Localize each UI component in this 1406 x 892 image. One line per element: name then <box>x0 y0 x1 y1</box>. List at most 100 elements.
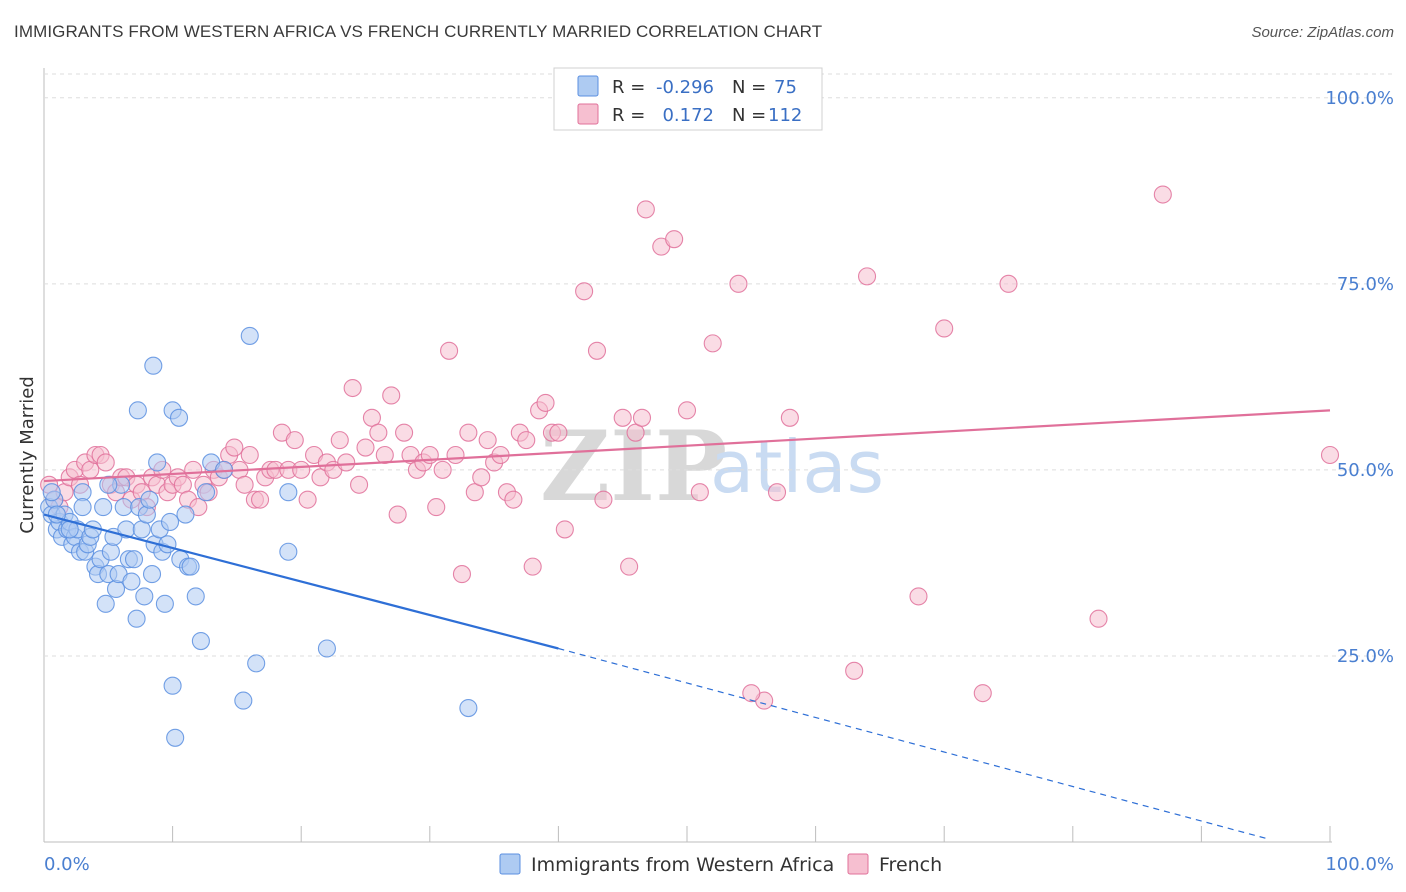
data-point-western-africa <box>106 579 126 599</box>
legend-n-label-wa: N = <box>732 77 766 98</box>
series-legend: Immigrants from Western Africa French <box>499 853 942 876</box>
data-point-western-africa <box>73 498 92 517</box>
data-point-french <box>780 408 799 427</box>
data-point-western-africa <box>160 512 180 532</box>
data-point-french <box>433 460 452 479</box>
data-point-french <box>472 468 491 487</box>
data-point-french <box>909 587 928 606</box>
data-point-french <box>935 319 954 338</box>
bottom-legend-swatch-french <box>847 853 869 875</box>
stats-legend-box <box>553 67 823 131</box>
y-axis-label: Currently Married <box>17 376 38 534</box>
data-point-french <box>587 341 607 360</box>
data-point-french <box>536 393 555 412</box>
trend-line-western-africa <box>43 513 559 650</box>
data-point-french <box>594 490 613 509</box>
data-point-french <box>382 386 401 405</box>
data-point-french <box>636 200 655 219</box>
data-point-french <box>517 431 536 450</box>
data-point-french <box>465 483 484 502</box>
data-point-french <box>440 341 459 360</box>
data-point-western-africa <box>99 475 118 494</box>
data-point-french <box>427 498 446 517</box>
data-point-western-africa <box>135 587 154 606</box>
stats-legend: R = -0.296 N = 75 R = 0.172 N = 112 <box>553 67 823 131</box>
source-credit: Source: ZipAtlas.com <box>1251 24 1394 41</box>
data-point-french <box>240 445 259 465</box>
data-point-western-africa <box>128 401 147 420</box>
data-point-french <box>523 557 542 576</box>
data-point-french <box>665 230 684 249</box>
data-point-french <box>388 505 407 524</box>
data-point-french <box>184 460 203 479</box>
data-point-western-africa <box>114 498 133 517</box>
legend-n-label-fr: N = <box>732 105 766 126</box>
data-point-western-africa <box>127 609 146 628</box>
data-point-french <box>250 490 270 509</box>
data-point-western-africa <box>279 483 298 502</box>
data-point-western-africa <box>144 356 163 375</box>
data-point-western-africa <box>148 453 167 472</box>
data-point-french <box>1153 185 1172 204</box>
data-point-western-africa <box>155 594 174 613</box>
x-tick-label-min: 0.0% <box>44 854 90 875</box>
data-point-western-africa <box>191 632 210 651</box>
y-tick-label: 75.0% <box>1337 274 1394 295</box>
data-point-french <box>729 274 748 293</box>
legend-n-value-wa: 75 <box>774 77 797 98</box>
legend-n-value-fr: 112 <box>768 105 802 126</box>
grid-lines <box>44 73 1392 657</box>
data-point-french <box>1089 609 1108 628</box>
data-point-french <box>613 408 632 427</box>
data-point-french <box>225 438 244 457</box>
data-point-western-africa <box>279 542 298 561</box>
data-point-french <box>549 423 568 442</box>
legend-r-label-wa: R = <box>612 77 645 98</box>
data-point-french <box>857 267 877 286</box>
data-point-french <box>973 684 992 703</box>
data-point-western-africa <box>240 326 259 345</box>
watermark: ZIP atlas <box>540 410 884 523</box>
data-point-western-africa <box>96 594 115 613</box>
data-point-french <box>478 431 497 450</box>
watermark-atlas: atlas <box>710 425 884 509</box>
bottom-legend-label-french: French <box>879 854 942 876</box>
data-point-french <box>369 423 388 442</box>
y-tick-label: 50.0% <box>1337 460 1394 481</box>
data-point-french <box>845 661 864 680</box>
y-tick-label: 25.0% <box>1337 646 1394 667</box>
data-point-western-africa <box>186 587 205 606</box>
data-point-french <box>459 423 478 442</box>
data-point-french <box>767 483 787 502</box>
data-point-western-africa <box>181 557 200 576</box>
data-point-french <box>362 408 381 427</box>
legend-swatch-western-africa <box>577 75 599 97</box>
data-point-french <box>742 684 761 703</box>
data-point-western-africa <box>166 728 185 747</box>
data-point-western-africa <box>140 490 159 509</box>
data-point-western-africa <box>42 483 61 502</box>
data-point-french <box>555 520 574 539</box>
data-point-french <box>677 401 697 420</box>
data-point-western-africa <box>169 408 189 427</box>
data-point-french <box>285 431 304 450</box>
legend-r-value-wa: -0.296 <box>656 77 714 98</box>
trend-line-french <box>43 409 1331 483</box>
data-point-western-africa <box>142 565 162 584</box>
y-tick-labels: 25.0% 50.0% 75.0% 100.0% <box>1325 88 1394 667</box>
y-tick-label: 100.0% <box>1325 88 1394 109</box>
data-point-western-africa <box>196 483 216 502</box>
data-point-western-africa <box>234 691 253 710</box>
data-point-western-africa <box>124 550 144 569</box>
bottom-legend-swatch-western-africa <box>499 853 521 875</box>
data-point-french <box>452 565 472 584</box>
data-point-french <box>375 445 394 465</box>
data-point-french <box>292 460 311 479</box>
data-point-french <box>999 274 1018 293</box>
legend-r-label-fr: R = <box>612 105 645 126</box>
data-point-french <box>350 475 369 494</box>
data-point-french <box>395 423 414 442</box>
data-point-french <box>446 445 465 465</box>
data-point-western-africa <box>176 505 195 524</box>
